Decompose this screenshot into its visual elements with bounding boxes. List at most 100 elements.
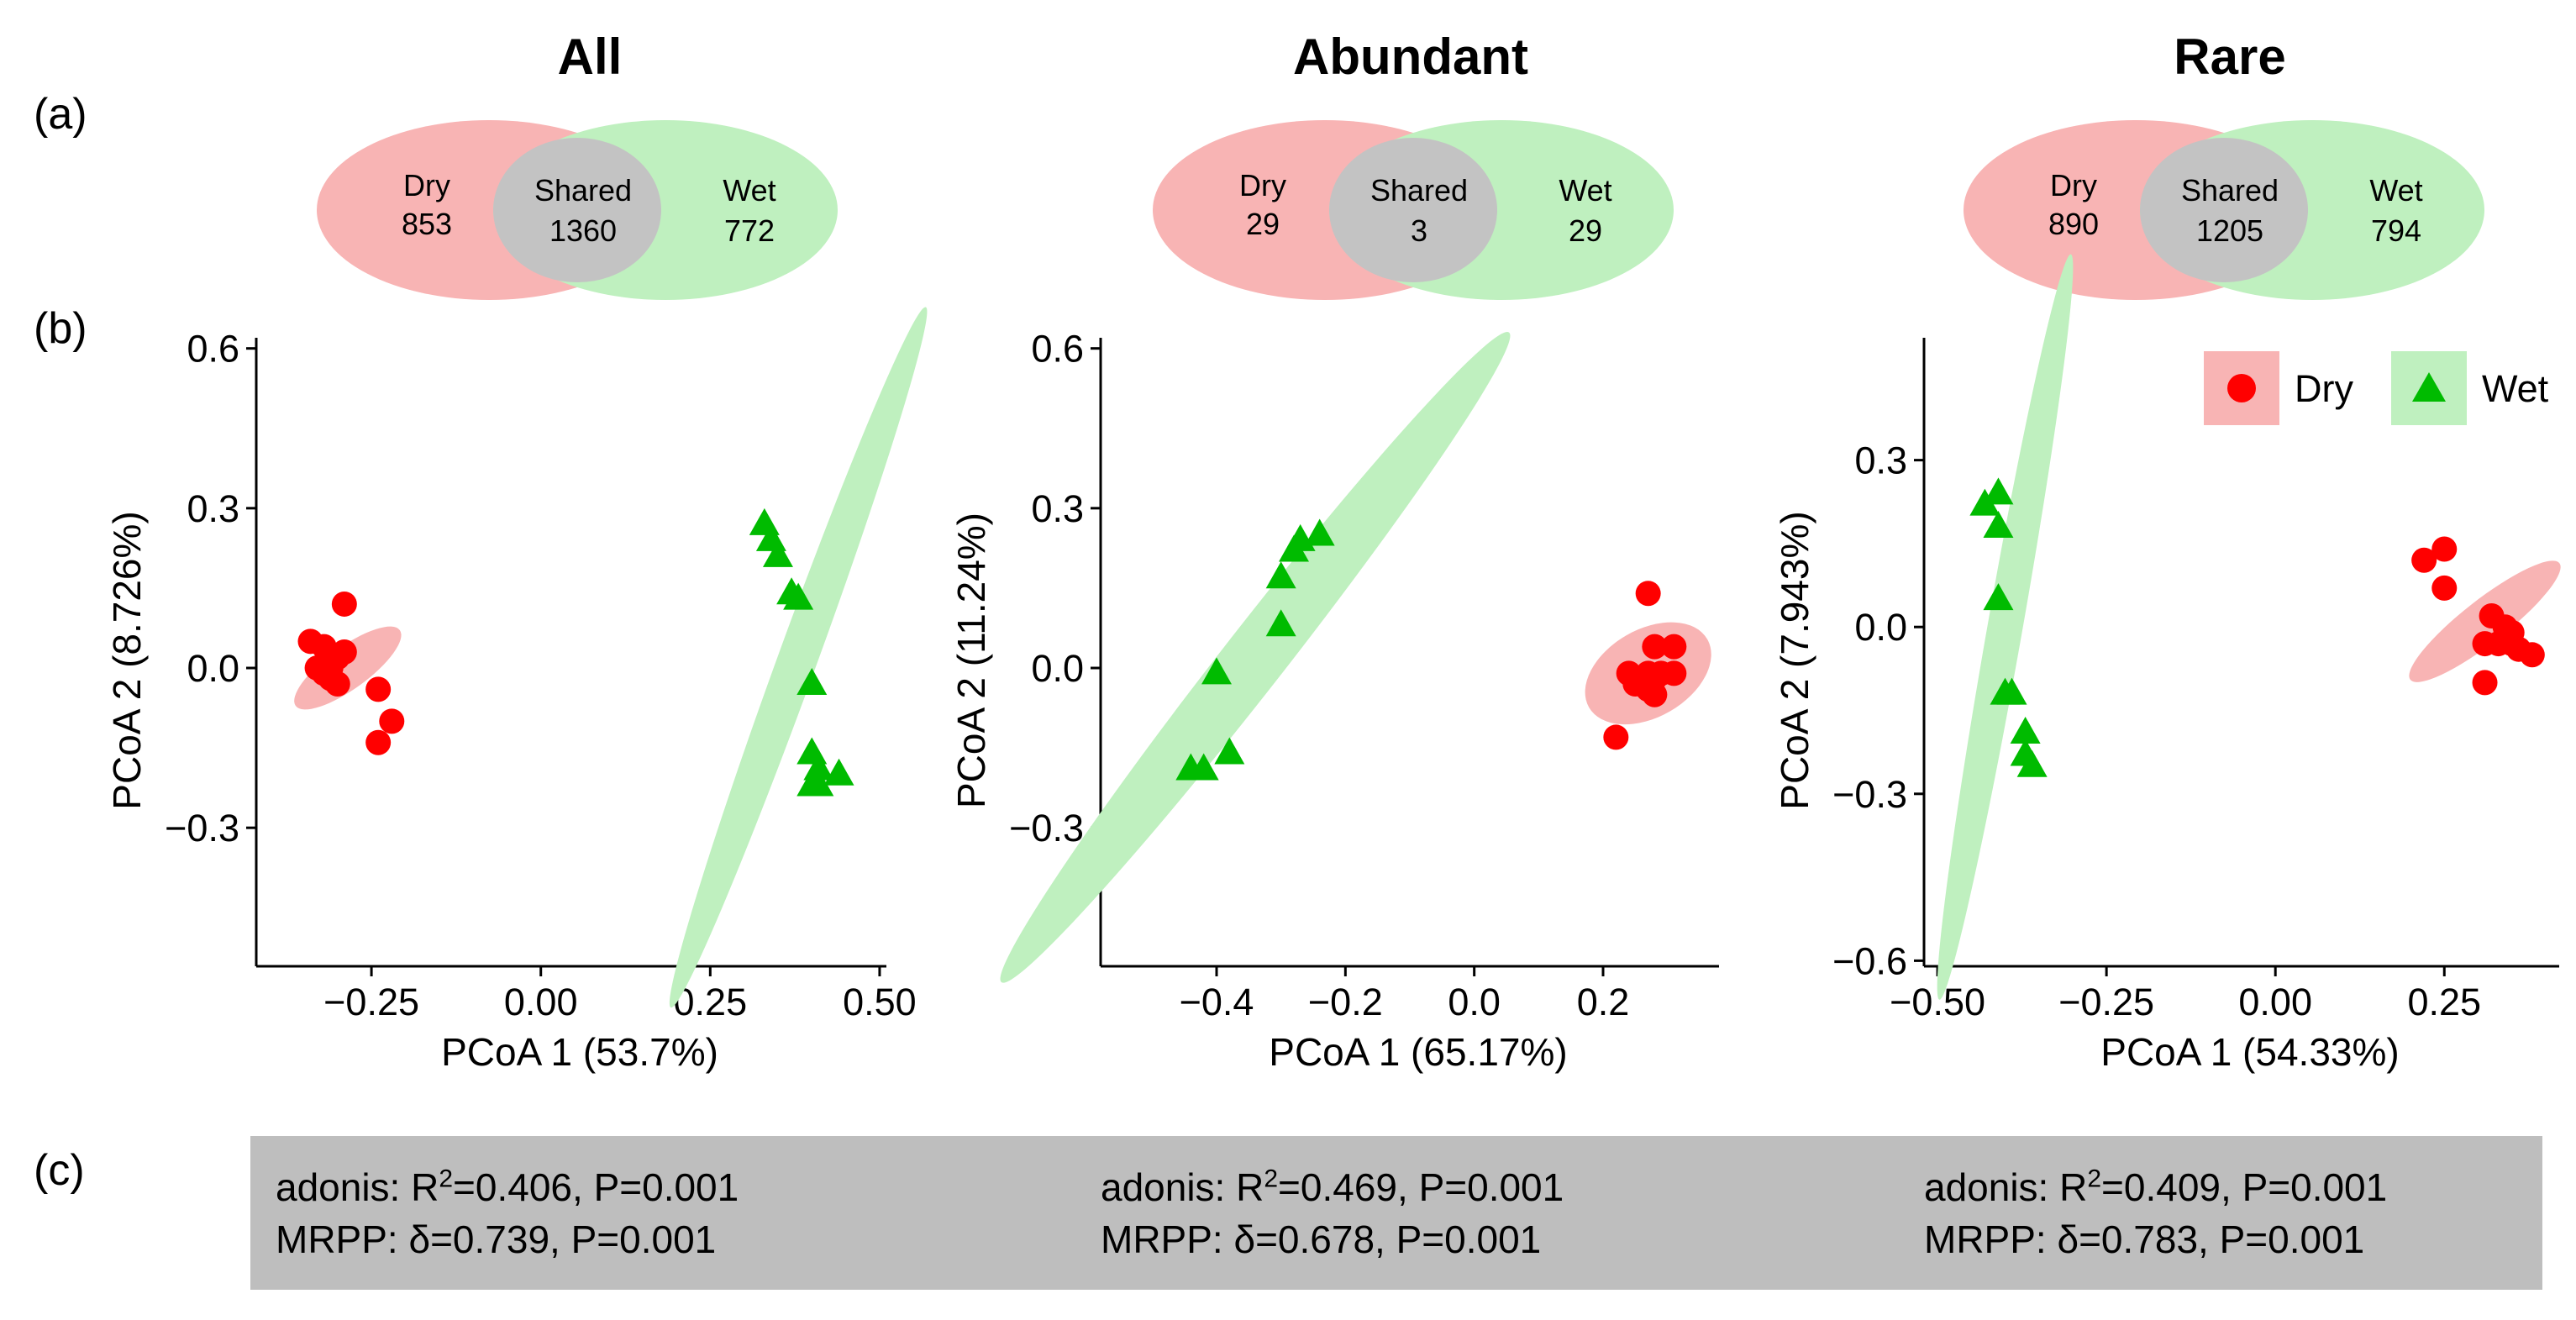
wet-sample-point	[1990, 677, 2021, 705]
venn-wet-count: 772	[724, 213, 775, 248]
wet-sample-point	[1201, 657, 1232, 685]
venn-dry-count: 890	[2048, 207, 2099, 241]
venn-wet-count: 794	[2371, 213, 2421, 248]
adonis-values: =0.469, P=0.001	[1278, 1165, 1564, 1209]
y-tick-label: 0.3	[1031, 487, 1084, 530]
adonis-prefix: adonis: R	[1924, 1165, 2088, 1209]
adonis-result: adonis: R2=0.406, P=0.001	[276, 1161, 739, 1213]
dry-sample-point	[2411, 547, 2437, 573]
confidence-ellipse-wet	[669, 307, 928, 1008]
x-tick-label: 0.25	[2407, 981, 2481, 1023]
venn-shared-region	[493, 138, 661, 282]
venn-shared-region	[1329, 138, 1497, 282]
venn-shared-count: 1205	[2196, 213, 2263, 248]
x-tick-label: 0.25	[674, 981, 748, 1023]
panel-label-a: (a)	[34, 90, 87, 139]
dry-sample-point	[1642, 681, 1668, 707]
venn-shared-label: Shared	[2181, 173, 2279, 208]
wet-sample-point	[762, 539, 793, 567]
adonis-result: adonis: R2=0.469, P=0.001	[1101, 1161, 1564, 1213]
legend-dry-marker	[2227, 374, 2256, 402]
wet-sample-point	[2010, 716, 2041, 744]
x-tick-label: 0.50	[843, 981, 917, 1023]
legend-wet-label: Wet	[2482, 367, 2549, 410]
dry-sample-point	[1661, 634, 1687, 660]
venn-dry-count: 29	[1246, 207, 1280, 241]
dry-sample-point	[2431, 536, 2458, 562]
y-tick-label: −0.3	[1009, 807, 1084, 849]
y-axis-title: PCoA 2 (7.943%)	[1773, 511, 1816, 809]
legend-wet-marker	[2412, 372, 2446, 402]
x-axis-title: PCoA 1 (54.33%)	[2100, 1030, 2399, 1074]
dry-sample-point	[1635, 581, 1661, 607]
adonis-result: adonis: R2=0.409, P=0.001	[1924, 1161, 2387, 1213]
confidence-ellipse-wet	[1937, 254, 2074, 1000]
dry-sample-point	[365, 676, 392, 702]
venn-shared-count: 1360	[549, 213, 617, 248]
venn-wet-label: Wet	[2369, 173, 2422, 208]
stats-rare: adonis: R2=0.409, P=0.001 MRPP: δ=0.783,…	[1924, 1161, 2387, 1265]
wet-sample-point	[1265, 609, 1296, 637]
dry-sample-point	[2519, 642, 2545, 668]
dry-sample-point	[311, 660, 337, 686]
x-tick-label: 0.2	[1577, 981, 1630, 1023]
y-axis-title: PCoA 2 (11.24%)	[949, 513, 993, 808]
wet-sample-point	[1969, 488, 2000, 516]
adonis-values: =0.409, P=0.001	[2101, 1165, 2388, 1209]
panel-label-b: (b)	[34, 304, 87, 353]
wet-sample-point	[823, 758, 854, 786]
y-tick-label: −0.3	[165, 807, 239, 849]
venn-dry-label: Dry	[1239, 168, 1286, 202]
venn-dry-label: Dry	[403, 168, 450, 202]
wet-sample-point	[796, 668, 828, 696]
venn-dry-count: 853	[402, 207, 452, 241]
confidence-ellipse-dry	[294, 626, 402, 710]
adonis-prefix: adonis: R	[276, 1165, 439, 1209]
dry-sample-point	[331, 639, 357, 665]
stats-all: adonis: R2=0.406, P=0.001 MRPP: δ=0.739,…	[276, 1161, 739, 1265]
venn-wet-label: Wet	[723, 173, 775, 208]
dry-sample-point	[2472, 670, 2498, 696]
wet-sample-point	[783, 582, 814, 610]
confidence-ellipse-wet	[1000, 332, 1511, 983]
x-axis-title: PCoA 1 (53.7%)	[441, 1030, 718, 1074]
pcoa-plot-all: −0.25 0.00 0.25 0.50 −0.3 0.0 0.3 0.6 PCoA 1 (53…	[105, 307, 928, 1074]
wet-sample-point	[1983, 583, 2014, 611]
x-tick-label: −0.4	[1180, 981, 1254, 1023]
x-tick-label: 0.0	[1448, 981, 1501, 1023]
y-tick-label: 0.6	[187, 328, 239, 371]
adonis-superscript: 2	[1264, 1165, 1279, 1193]
wet-sample-point	[1265, 561, 1296, 589]
wet-sample-point	[1304, 518, 1335, 546]
panel-label-c: (c)	[34, 1146, 85, 1195]
venn-dry-label: Dry	[2050, 168, 2097, 202]
wet-sample-point	[2016, 749, 2048, 777]
dry-sample-point	[331, 591, 357, 617]
adonis-values: =0.406, P=0.001	[453, 1165, 739, 1209]
x-tick-label: −0.25	[323, 981, 419, 1023]
adonis-superscript: 2	[2087, 1165, 2102, 1193]
x-tick-label: −0.2	[1308, 981, 1383, 1023]
dry-sample-point	[1642, 634, 1668, 660]
dry-sample-point	[2431, 575, 2458, 601]
wet-sample-point	[1279, 534, 1309, 562]
x-axis-title: PCoA 1 (65.17%)	[1269, 1030, 1567, 1074]
wet-sample-point	[1983, 511, 2014, 539]
dry-sample-point	[379, 708, 405, 734]
column-title-rare: Rare	[2174, 29, 2285, 85]
venn-rare: Rare Dry 890 Shared 1205 Wet 794	[1964, 29, 2484, 300]
x-tick-label: 0.00	[2238, 981, 2312, 1023]
adonis-superscript: 2	[439, 1165, 454, 1193]
y-tick-label: 0.0	[1854, 606, 1907, 649]
statistics-box: adonis: R2=0.406, P=0.001 MRPP: δ=0.739,…	[250, 1136, 2542, 1290]
venn-shared-label: Shared	[534, 173, 632, 208]
adonis-prefix: adonis: R	[1101, 1165, 1264, 1209]
column-title-all: All	[558, 29, 623, 85]
dry-sample-point	[2472, 631, 2498, 657]
venn-wet-count: 29	[1569, 213, 1602, 248]
wet-sample-point	[1214, 737, 1245, 765]
y-tick-label: 0.3	[187, 487, 239, 530]
venn-shared-region	[2140, 138, 2308, 282]
dry-sample-point	[1603, 724, 1629, 750]
